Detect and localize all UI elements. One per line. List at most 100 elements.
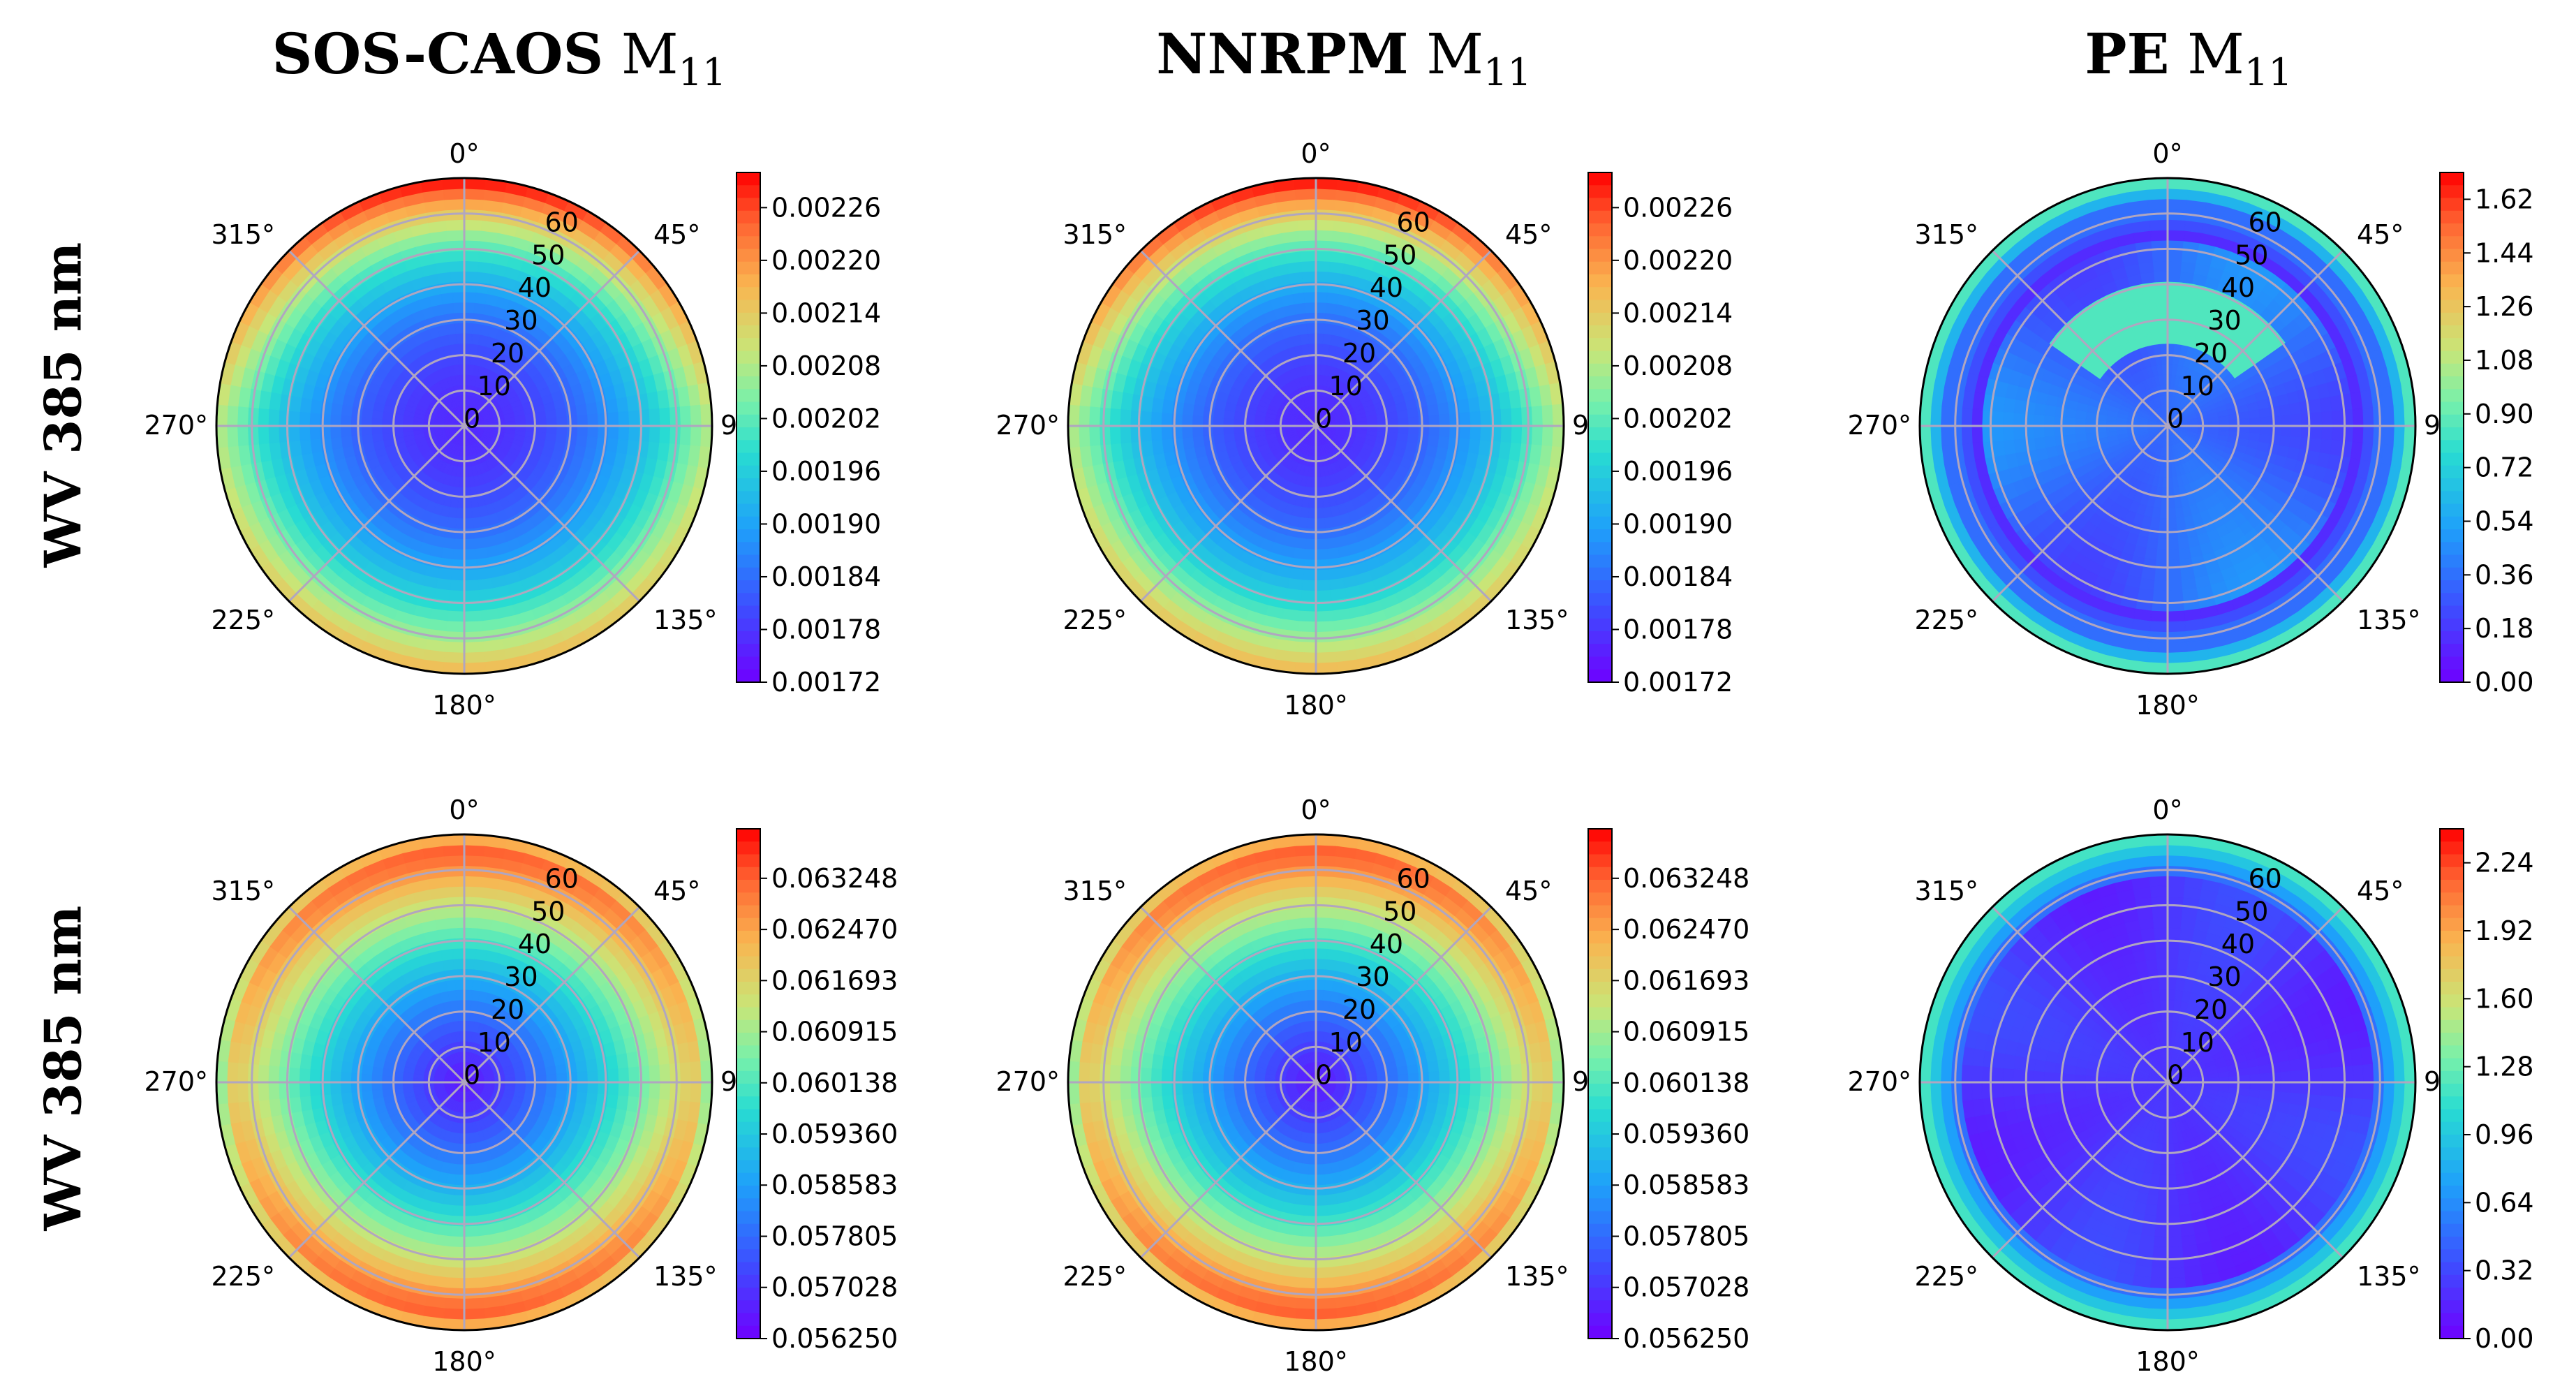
colorbar-segment [736, 478, 760, 492]
heat-cell [339, 425, 352, 438]
heat-cell [350, 434, 363, 447]
heat-cell [577, 414, 589, 427]
heat-cell [1315, 198, 1337, 211]
heat-cell [464, 528, 475, 540]
colorbar: 0.001720.001780.001840.001900.001960.002… [736, 172, 881, 698]
heat-cell [2290, 425, 2302, 439]
colorbar-segment [1588, 465, 1612, 479]
heat-cell [371, 425, 383, 435]
colorbar-tick-label: 0.00214 [1623, 297, 1733, 328]
heat-cell [546, 425, 558, 435]
heat-cell [449, 343, 459, 355]
heat-cell [2248, 409, 2261, 420]
heat-cell [1437, 401, 1451, 416]
heat-cell [454, 311, 465, 324]
heat-cell [2001, 411, 2014, 427]
colorbar-tick-label: 0.00190 [1623, 508, 1733, 539]
heat-cell [566, 425, 579, 436]
heat-cell [577, 425, 589, 438]
colorbar-segment [1588, 529, 1612, 543]
colorbar-tick-label: 0.00190 [771, 508, 881, 539]
heat-cell [381, 432, 394, 441]
heat-cell [618, 425, 630, 441]
heat-cell [1315, 497, 1324, 509]
heat-cell [649, 425, 661, 444]
heat-cell [1470, 411, 1482, 427]
colorbar-tick-label: 0.00220 [771, 245, 881, 276]
colorbar-segment [736, 312, 760, 326]
colorbar-tick-label: 0.00184 [771, 561, 881, 592]
colorbar-segment [1588, 274, 1612, 288]
heat-cell [1301, 580, 1317, 592]
heat-cell [1398, 425, 1409, 435]
heat-cell [464, 332, 473, 344]
heat-cell [1295, 312, 1308, 325]
heat-cell [2177, 547, 2192, 561]
heat-cell [455, 508, 465, 520]
colorbar-segment [736, 554, 760, 568]
heat-cell [1305, 311, 1317, 324]
colorbar-segment [736, 376, 760, 390]
heat-cell [1991, 410, 2004, 427]
heat-cell [464, 322, 474, 334]
heat-cell [1439, 413, 1451, 427]
colorbar-segment [736, 465, 760, 479]
colorbar-segment [1588, 656, 1612, 670]
heat-cell [1315, 270, 1330, 283]
heat-cell [690, 425, 702, 448]
heat-cell [2280, 425, 2293, 438]
heat-cell [2167, 590, 2184, 603]
heat-cell [1449, 413, 1461, 427]
heat-cell [1315, 508, 1325, 520]
heat-cell [446, 610, 465, 623]
angle-tick-label: 45° [653, 219, 700, 250]
heat-cell [2238, 411, 2251, 420]
heat-cell [1109, 407, 1121, 427]
heat-cell [452, 549, 465, 561]
heat-cell [1299, 332, 1310, 346]
heat-cell [1315, 580, 1331, 592]
heat-cell [2332, 410, 2344, 427]
heat-cell [2167, 538, 2179, 551]
heat-cell [360, 416, 373, 427]
heat-cell [1315, 651, 1338, 664]
heat-cell [1480, 425, 1493, 442]
heat-cell [1301, 343, 1310, 355]
heat-cell [1315, 322, 1326, 334]
heat-cell [1294, 302, 1307, 315]
radial-tick-label: 60 [545, 207, 579, 237]
heat-cell [2167, 610, 2186, 623]
radial-tick-label: 30 [504, 305, 538, 336]
heat-cell [2054, 434, 2066, 447]
heat-cell [464, 559, 478, 571]
heat-cell [443, 188, 465, 200]
heat-cell [1294, 651, 1317, 664]
heat-cell [545, 409, 558, 420]
heat-cell [2352, 408, 2364, 427]
colorbar-tick-label: 0.00220 [1623, 245, 1733, 276]
heat-cell [1418, 425, 1430, 436]
heat-cell [2074, 432, 2087, 443]
heat-cell [2155, 291, 2168, 303]
colorbar-segment [1588, 300, 1612, 314]
colorbar-segment [1588, 516, 1612, 530]
colorbar-segment [736, 414, 760, 428]
heat-cell [1305, 528, 1317, 540]
colorbar-segment [1588, 478, 1612, 492]
heat-cell [1386, 411, 1399, 420]
heat-cell [267, 408, 280, 427]
heat-cell [1315, 559, 1329, 571]
heat-cell [464, 270, 478, 283]
heat-cell [1531, 425, 1544, 447]
colorbar-segment [1588, 631, 1612, 645]
heat-cell [2154, 281, 2168, 293]
heat-cell [2152, 260, 2168, 272]
heat-cell [2167, 508, 2177, 520]
heat-cell [470, 496, 480, 509]
heat-cell [1303, 549, 1317, 561]
heat-cell [2152, 580, 2168, 592]
radial-tick-label: 60 [1397, 207, 1430, 237]
heat-cell [2321, 425, 2334, 441]
heat-cell [446, 229, 465, 242]
colorbar-segment [736, 351, 760, 364]
